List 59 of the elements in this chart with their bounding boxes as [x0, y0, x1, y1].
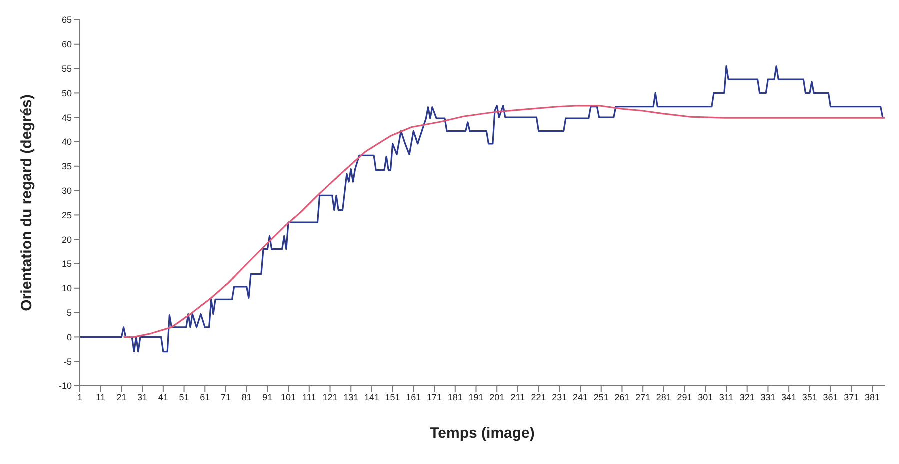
x-tick-label: 101: [281, 392, 296, 402]
y-tick-label: 30: [62, 186, 72, 196]
x-tick-label: 241: [573, 392, 588, 402]
x-tick-label: 231: [552, 392, 568, 402]
y-tick-label: -10: [58, 381, 72, 392]
y-tick-label: 40: [62, 137, 72, 148]
line-series: [122, 105, 885, 338]
x-axis-title: Temps (image): [430, 425, 535, 442]
y-tick-label: 65: [62, 15, 72, 26]
x-tick-label: 251: [594, 392, 609, 402]
y-tick-label: 35: [62, 162, 72, 172]
x-tick-label: 291: [677, 392, 692, 402]
y-tick-label: 60: [62, 40, 72, 50]
x-tick-label: 201: [490, 392, 505, 402]
y-tick-label: 55: [62, 64, 72, 74]
y-axis-title: Orientation du regard (degrés): [18, 94, 36, 312]
x-tick-label: 261: [614, 392, 630, 402]
y-tick-label: 0: [66, 332, 72, 342]
x-tick-label: 131: [344, 392, 359, 402]
x-tick-label: 301: [698, 392, 714, 402]
x-tick-label: 51: [179, 392, 190, 402]
x-tick-label: 31: [138, 392, 148, 402]
y-tick-label: 10: [62, 284, 72, 294]
x-tick-label: 41: [158, 392, 168, 402]
x-tick-label: 21: [116, 392, 127, 402]
x-tick-label: 141: [364, 392, 380, 402]
x-tick-label: 81: [242, 392, 252, 402]
x-tick-label: 161: [406, 392, 422, 402]
x-tick-label: 321: [740, 392, 755, 402]
x-tick-label: 311: [719, 392, 734, 402]
x-tick-label: 351: [802, 392, 818, 402]
x-tick-label: 271: [636, 392, 651, 402]
line-series: [80, 66, 884, 353]
y-tick-label: -5: [64, 356, 72, 367]
y-tick-label: 50: [62, 88, 72, 98]
x-tick-label: 361: [823, 392, 838, 402]
y-tick-label: 45: [62, 112, 72, 123]
x-tick-label: 171: [427, 392, 442, 402]
x-tick-label: 1: [77, 392, 83, 402]
x-tick-label: 381: [864, 392, 880, 402]
y-tick-label: 20: [62, 234, 72, 245]
x-tick-label: 11: [96, 392, 106, 402]
x-tick-label: 181: [448, 392, 463, 402]
x-tick-label: 71: [220, 392, 231, 402]
x-tick-label: 331: [760, 392, 776, 402]
x-tick-label: 91: [262, 392, 273, 402]
x-tick-label: 121: [322, 392, 338, 402]
y-tick-label: 5: [66, 308, 72, 318]
y-tick-label: 15: [62, 259, 72, 270]
x-tick-label: 151: [385, 392, 400, 402]
x-tick-label: 211: [510, 392, 526, 402]
y-tick-label: 25: [62, 210, 72, 220]
x-tick-label: 111: [302, 392, 316, 402]
x-tick-label: 61: [200, 392, 210, 402]
x-tick-label: 371: [844, 392, 860, 402]
x-tick-label: 341: [782, 392, 797, 402]
x-tick-label: 281: [656, 392, 672, 402]
x-tick-label: 191: [468, 392, 484, 402]
x-tick-label: 221: [531, 392, 546, 402]
